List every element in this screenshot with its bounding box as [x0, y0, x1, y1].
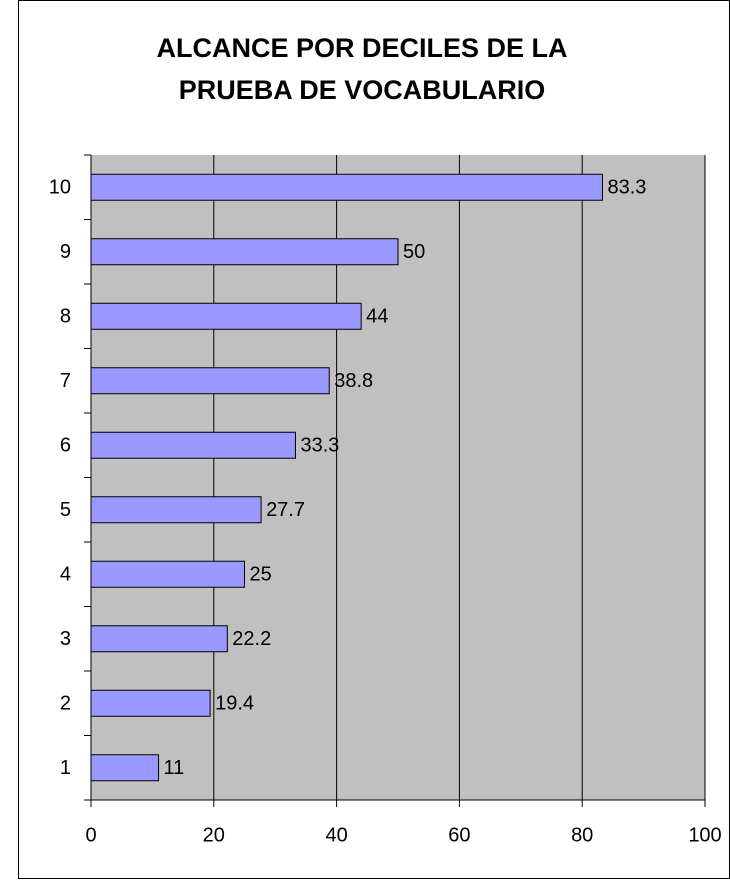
y-tick-label: 7	[60, 370, 71, 392]
y-tick-label: 8	[60, 306, 71, 328]
bar	[90, 754, 160, 782]
y-tick-label: 10	[49, 177, 71, 199]
y-tick-label: 4	[60, 564, 71, 586]
data-label: 38.8	[334, 370, 373, 392]
y-tick-label: 5	[60, 499, 71, 521]
bar	[90, 238, 399, 266]
bar	[90, 496, 262, 524]
x-tick-label: 100	[688, 824, 721, 846]
y-tick-label: 2	[60, 693, 71, 715]
x-tick-label: 0	[85, 824, 96, 846]
chart-title: ALCANCE POR DECILES DE LA	[156, 33, 567, 63]
y-tick-label: 9	[60, 241, 71, 263]
bar	[90, 689, 211, 717]
data-label: 50	[403, 241, 425, 263]
bar	[90, 367, 330, 395]
data-label: 27.7	[266, 499, 305, 521]
data-label: 19.4	[215, 693, 254, 715]
x-tick-label: 40	[325, 824, 347, 846]
data-label: 44	[366, 306, 388, 328]
y-tick-label: 6	[60, 435, 71, 457]
x-tick-label: 80	[571, 824, 593, 846]
data-label: 83.3	[607, 177, 646, 199]
data-label: 22.2	[232, 628, 271, 650]
bar	[90, 173, 603, 201]
bar	[90, 302, 362, 330]
y-tick-label: 3	[60, 628, 71, 650]
data-label: 25	[250, 564, 272, 586]
x-tick-label: 60	[448, 824, 470, 846]
chart-title: PRUEBA DE VOCABULARIO	[179, 75, 546, 105]
data-label: 33.3	[300, 435, 339, 457]
bar	[90, 431, 296, 459]
bar	[90, 625, 228, 653]
data-label: 11	[164, 757, 185, 779]
x-tick-label: 20	[203, 824, 225, 846]
y-tick-label: 1	[60, 757, 71, 779]
bar	[90, 560, 245, 588]
